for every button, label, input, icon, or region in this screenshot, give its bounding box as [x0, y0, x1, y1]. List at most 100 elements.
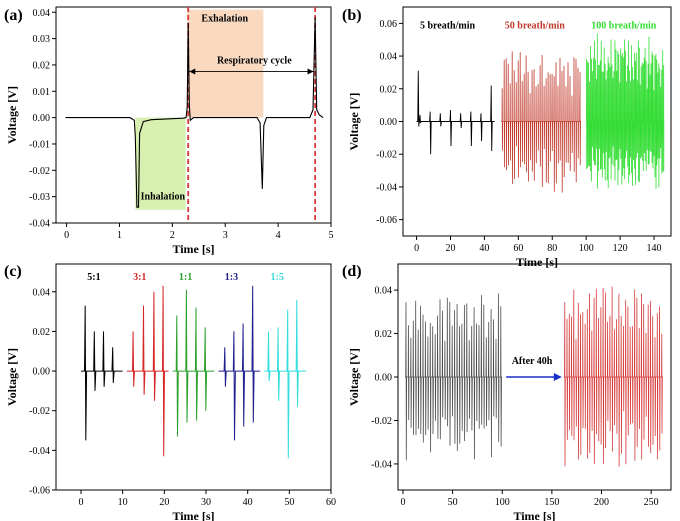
- exhalation-label: Exhalation: [201, 13, 248, 24]
- y-tick-label: -0.04: [29, 219, 50, 230]
- panel-a: (a) 0 1 2 3 4 5 -0.04 -0.03 -0.02 -0.01 0.00 0.01 0.…: [4, 6, 334, 256]
- y-tick-label: -0.03: [29, 192, 50, 203]
- arrowhead-right: [307, 68, 314, 75]
- panel-b-axes: 0 20 40 60 80 100 120 140 -0.06 -0.04 -0.02 0.00 0.0…: [376, 6, 672, 254]
- panel-b-y-axis-label: Voltage [V]: [347, 93, 361, 151]
- y-tick-label: -0.04: [29, 446, 50, 457]
- panel-b-series-labels: 5 breath/min 50 breath/min 100 breath/mi…: [420, 20, 657, 31]
- panel-b-letter: (b): [342, 7, 362, 24]
- ratio-series-line-3: [218, 285, 261, 441]
- x-tick-label: 120: [613, 243, 628, 254]
- series-label-5-1: 5:1: [87, 272, 100, 283]
- x-tick-label: 250: [644, 497, 659, 508]
- panel-d-axes: 0 50 100 150 200 250 -0.04 -0.02 0.00 0.02 0.04: [371, 263, 672, 508]
- series-label-1-5: 1:5: [271, 272, 284, 283]
- y-tick-label: 0.00: [380, 117, 398, 128]
- x-tick-label: 60: [513, 243, 523, 254]
- y-tick-label: -0.02: [376, 150, 397, 161]
- ratio-series-line-1: [126, 285, 169, 457]
- y-tick-label: 0.03: [33, 34, 51, 45]
- exhalation-region: [187, 9, 264, 118]
- y-tick-label: 0.06: [380, 19, 398, 30]
- ratio-series-line-0: [81, 305, 123, 441]
- panel-c-data: [81, 285, 306, 459]
- x-tick-label: 20: [159, 497, 169, 508]
- panel-d-x-axis-label: Time [s]: [513, 509, 555, 521]
- after-40h-arrowhead: [553, 373, 562, 381]
- inhalation-label: Inhalation: [141, 191, 186, 202]
- y-tick-label: -0.02: [29, 166, 50, 177]
- y-tick-label: -0.04: [376, 182, 397, 193]
- y-tick-label: 0.04: [375, 286, 393, 297]
- x-tick-label: 2: [170, 230, 175, 241]
- x-tick-label: 0: [79, 497, 84, 508]
- panel-c-x-axis-label: Time [s]: [172, 509, 214, 521]
- panel-d-y-axis-label: Voltage [V]: [347, 348, 361, 406]
- after-40h-series-line: [563, 286, 664, 467]
- panel-a-y-axis-label: Voltage [V]: [5, 86, 19, 144]
- arrowhead-left: [189, 68, 196, 75]
- x-tick-label: 0: [414, 243, 419, 254]
- x-tick-label: 0: [400, 497, 405, 508]
- panel-d: (d) 0 50 100 150 200 250 -0.04 -0.02 0.00 0.02 0.0…: [342, 263, 672, 521]
- panel-c-axes: 0 10 20 30 40 50 60 -0.06 -0.04 -0.02 0.00 0.02 0.04: [29, 263, 336, 508]
- respiratory-cycle-label: Respiratory cycle: [217, 56, 292, 67]
- y-tick-label: 0.00: [33, 367, 51, 378]
- x-tick-label: 200: [594, 497, 609, 508]
- x-tick-label: 60: [326, 497, 336, 508]
- plot-frame: [55, 6, 332, 224]
- plot-frame: [55, 263, 332, 491]
- x-tick-label: 30: [201, 497, 211, 508]
- y-tick-label: 0.00: [33, 113, 51, 124]
- series-50-breath-line: [501, 51, 582, 193]
- x-tick-label: 20: [445, 243, 455, 254]
- voltage-series-line: [65, 17, 324, 208]
- series-label-1-1: 1:1: [179, 272, 192, 283]
- panel-c-letter: (c): [4, 263, 22, 280]
- panel-b-data: [416, 33, 665, 193]
- x-tick-label: 4: [276, 230, 281, 241]
- y-tick-label: -0.06: [29, 486, 50, 497]
- x-tick-label: 50: [448, 497, 458, 508]
- x-tick-label: 5: [329, 230, 334, 241]
- series-label-50-breath: 50 breath/min: [505, 20, 566, 31]
- x-tick-label: 40: [243, 497, 253, 508]
- series-label-1-3: 1:3: [225, 272, 238, 283]
- panel-b-x-axis-label: Time [s]: [516, 255, 558, 269]
- panel-d-data: [404, 286, 664, 467]
- panel-c: (c) 0 10 20 30 40 50 60 -0.06 -0.04 -0.02 0.00 0.02…: [4, 263, 336, 521]
- series-100-breath-line: [586, 33, 665, 189]
- x-tick-label: 50: [284, 497, 294, 508]
- after-40h-label: After 40h: [512, 356, 553, 367]
- ratio-series-line-4: [264, 299, 306, 459]
- x-tick-label: 3: [223, 230, 228, 241]
- panel-d-letter: (d): [342, 263, 362, 280]
- panel-c-series-labels: 5:1 3:1 1:1 1:3 1:5: [87, 272, 284, 283]
- y-tick-label: 0.00: [375, 373, 393, 384]
- y-tick-label: 0.02: [33, 60, 51, 71]
- x-tick-label: 100: [495, 497, 510, 508]
- panel-b: (b) 0 20 40 60 80 100 120 140 -0.06 -0.04 -0.02 0.0…: [342, 6, 672, 269]
- panel-a-letter: (a): [4, 7, 23, 24]
- series-label-100-breath: 100 breath/min: [591, 20, 657, 31]
- ratio-series-line-2: [172, 289, 215, 437]
- x-tick-label: 10: [118, 497, 128, 508]
- y-tick-label: 0.04: [33, 8, 51, 19]
- y-tick-label: 0.04: [33, 287, 51, 298]
- y-tick-label: 0.02: [380, 84, 398, 95]
- x-tick-label: 80: [547, 243, 557, 254]
- x-tick-label: 1: [117, 230, 122, 241]
- panel-a-axes: 0 1 2 3 4 5 -0.04 -0.03 -0.02 -0.01 0.00 0.01 0.02 0.…: [29, 6, 334, 241]
- y-tick-label: -0.04: [371, 459, 392, 470]
- y-tick-label: -0.01: [29, 139, 50, 150]
- x-tick-label: 40: [479, 243, 489, 254]
- y-tick-label: 0.02: [375, 329, 393, 340]
- x-tick-label: 140: [647, 243, 662, 254]
- x-tick-label: 0: [64, 230, 69, 241]
- before-series-line: [404, 293, 503, 461]
- y-tick-label: 0.02: [33, 327, 51, 338]
- y-tick-label: 0.04: [380, 52, 398, 63]
- y-tick-label: -0.02: [371, 416, 392, 427]
- inhalation-region: [135, 117, 186, 210]
